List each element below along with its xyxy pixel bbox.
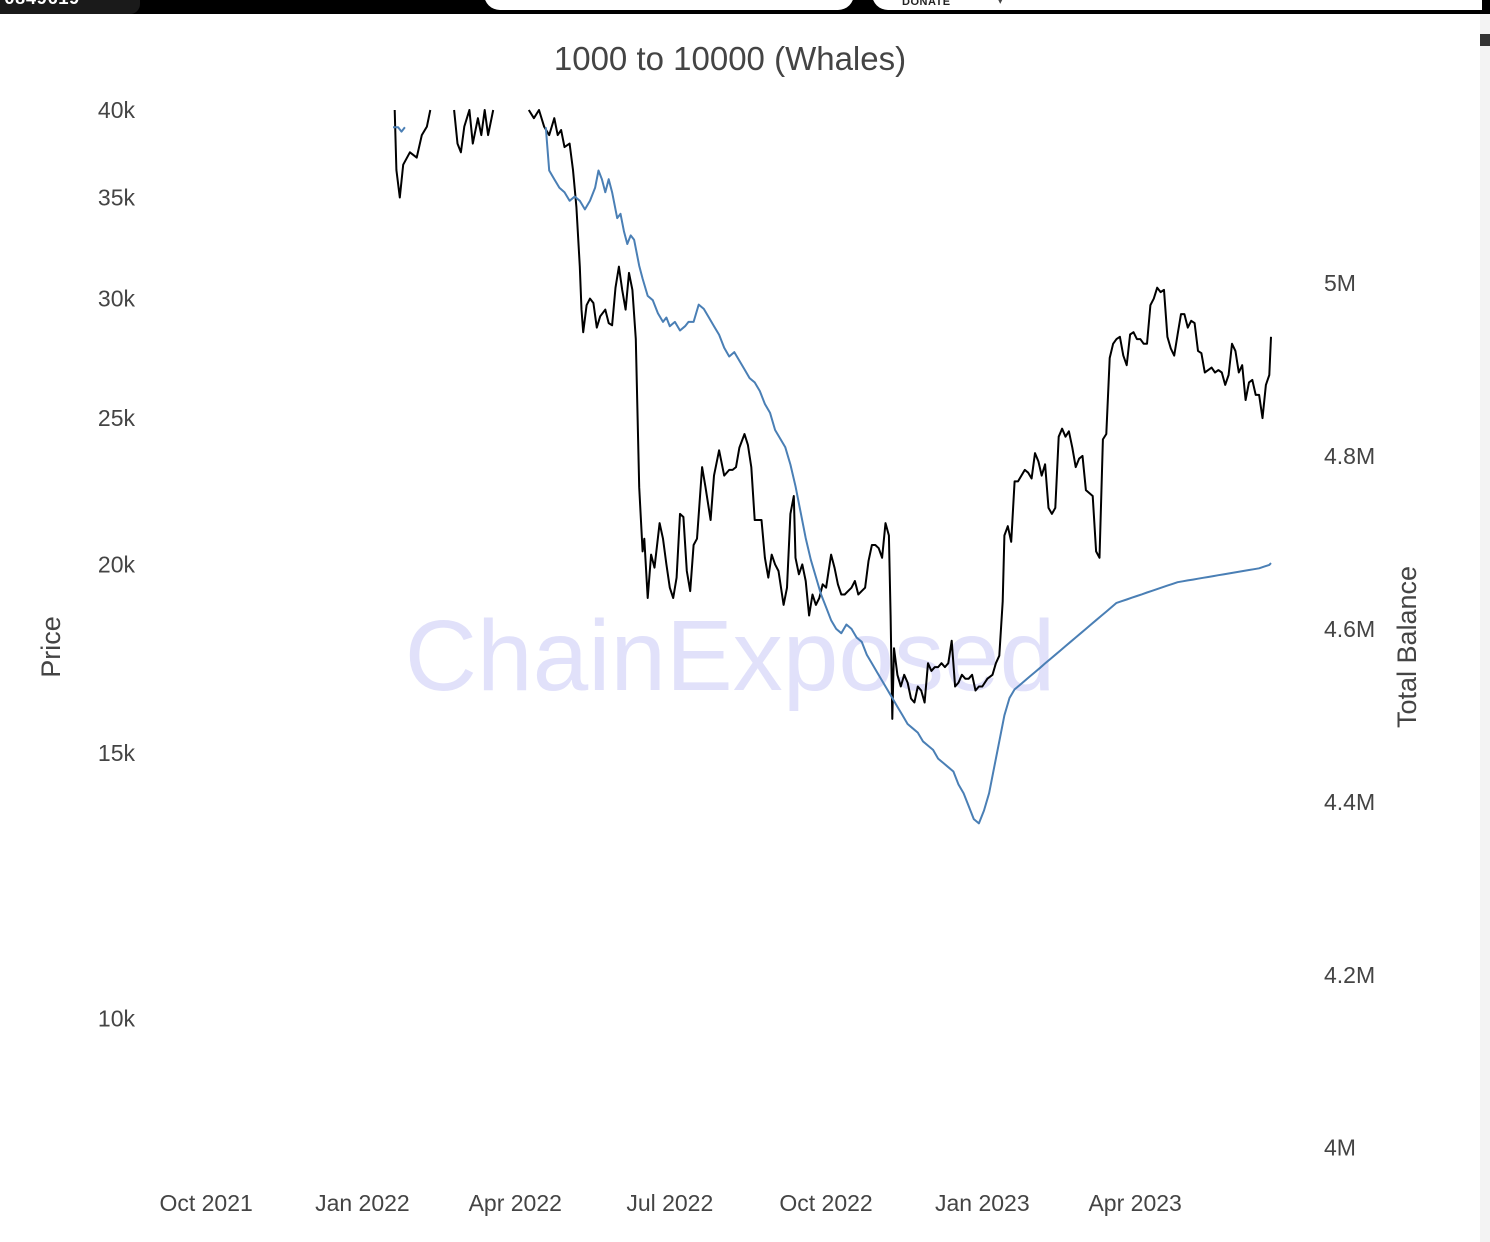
y-right-tick-label: 4M <box>1324 1135 1356 1161</box>
y-left-tick-label: 20k <box>98 551 136 577</box>
scrollbar-thumb[interactable] <box>1480 34 1490 46</box>
y-left-tick-label: 25k <box>98 405 136 431</box>
x-tick-label: Jan 2023 <box>935 1190 1030 1216</box>
x-tick-label: Oct 2022 <box>779 1190 872 1216</box>
browser-top-strip: 0849619 DONATE ▾ <box>0 0 1490 14</box>
x-tick-label: Apr 2023 <box>1088 1190 1181 1216</box>
search-pill[interactable] <box>484 0 854 10</box>
chart-title: 1000 to 10000 (Whales) <box>554 40 906 77</box>
y-right-tick-label: 4.8M <box>1324 443 1375 469</box>
y-right-axis-title: Total Balance <box>1392 566 1422 728</box>
y-left-ticks: 10k 15k 20k 25k 30k 35k 40k <box>98 97 136 1032</box>
badge: 0849619 <box>0 0 140 14</box>
x-tick-label: Oct 2021 <box>159 1190 252 1216</box>
y-left-axis-title: Price <box>36 616 66 678</box>
series-lines <box>393 109 1272 825</box>
y-left-tick-label: 15k <box>98 740 136 766</box>
y-left-tick-label: 40k <box>98 97 136 123</box>
y-right-tick-label: 4.2M <box>1324 962 1375 988</box>
y-left-tick-label: 30k <box>98 286 136 312</box>
series-line-right <box>393 126 1272 825</box>
y-right-tick-label: 5M <box>1324 270 1356 296</box>
y-right-tick-label: 4.4M <box>1324 789 1375 815</box>
x-ticks: Oct 2021 Jan 2022 Apr 2022 Jul 2022 Oct 2022… <box>159 1190 1181 1216</box>
scrollbar[interactable] <box>1480 14 1490 1242</box>
y-left-tick-label: 35k <box>98 185 136 211</box>
x-tick-label: Jan 2022 <box>315 1190 410 1216</box>
donate-link[interactable]: DONATE <box>902 0 951 8</box>
donate-area <box>872 0 1482 10</box>
y-right-ticks: 4M 4.2M 4.4M 4.6M 4.8M 5M <box>1324 270 1375 1161</box>
x-tick-label: Jul 2022 <box>626 1190 713 1216</box>
series-line-left <box>393 109 1272 720</box>
x-tick-label: Apr 2022 <box>469 1190 562 1216</box>
y-right-tick-label: 4.6M <box>1324 616 1375 642</box>
watermark: ChainExposed <box>405 600 1055 712</box>
chevron-down-icon[interactable]: ▾ <box>998 0 1003 6</box>
y-left-tick-label: 10k <box>98 1006 136 1032</box>
